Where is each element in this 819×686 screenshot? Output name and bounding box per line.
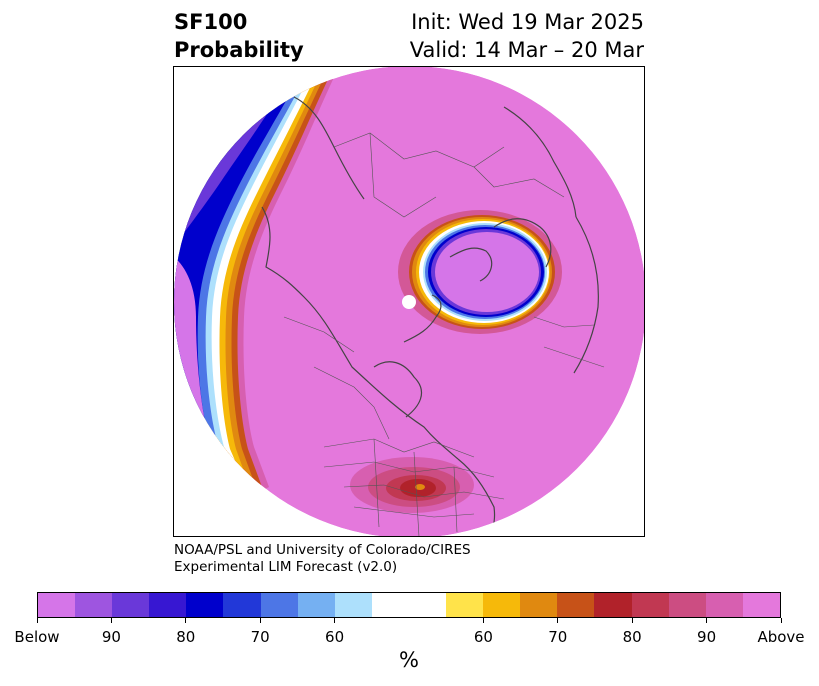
colorbar-segment [705,593,743,617]
colorbar-segment [334,593,372,617]
colorbar-segment [260,593,298,617]
valid-range: Valid: 14 Mar – 20 Mar [409,38,644,62]
colorbar [37,592,781,618]
colorbar-tick-label: 60 [473,628,493,646]
colorbar-tick-label: 90 [101,628,121,646]
credit-line-1: NOAA/PSL and University of Colorado/CIRE… [174,542,471,558]
polar-map [173,66,645,537]
colorbar-tick-mark [557,618,559,623]
variable-name: SF100 [174,10,248,34]
colorbar-tick-label: Below [14,628,60,646]
colorbar-tick-label: 80 [176,628,196,646]
colorbar-segment [149,593,187,617]
colorbar-segment [557,593,595,617]
colorbar-segment [446,593,484,617]
init-date: Init: Wed 19 Mar 2025 [411,10,644,34]
colorbar-segment [408,593,447,617]
colorbar-segment [520,593,558,617]
colorbar-tick-mark [110,618,112,623]
colorbar-segment [75,593,113,617]
colorbar-segment [297,593,335,617]
colorbar-tick-label: 70 [250,628,270,646]
colorbar-tick-label: 80 [622,628,642,646]
colorbar-segment [742,593,780,617]
colorbar-tick-mark [780,618,782,623]
colorbar-segment [186,593,224,617]
colorbar-segment [483,593,521,617]
probability-map-graphic [174,67,644,536]
colorbar-tick-mark [706,618,708,623]
colorbar-tick-mark [631,618,633,623]
map-title: SF100 Probability [174,8,304,64]
colorbar-segment [38,593,76,617]
colorbar-segment [371,593,409,617]
data-credit: NOAA/PSL and University of Colorado/CIRE… [174,542,471,576]
colorbar-segment [223,593,261,617]
colorbar-tick-label: 90 [697,628,717,646]
colorbar-unit: % [399,648,419,672]
colorbar-segment [594,593,632,617]
colorbar-tick-label: 60 [325,628,345,646]
colorbar-tick-mark [36,618,38,623]
colorbar-segment [112,593,150,617]
credit-line-2: Experimental LIM Forecast (v2.0) [174,559,398,575]
colorbar-segment [631,593,669,617]
colorbar-tick-mark [334,618,336,623]
colorbar-tick-mark [482,618,484,623]
metric-name: Probability [174,38,304,62]
colorbar-tick-mark [185,618,187,623]
forecast-dates: Init: Wed 19 Mar 2025 Valid: 14 Mar – 20… [410,8,644,64]
colorbar-tick-label: 70 [548,628,568,646]
colorbar-tick-mark [259,618,261,623]
colorbar-segment [668,593,706,617]
colorbar-tick-label: Above [757,628,805,646]
